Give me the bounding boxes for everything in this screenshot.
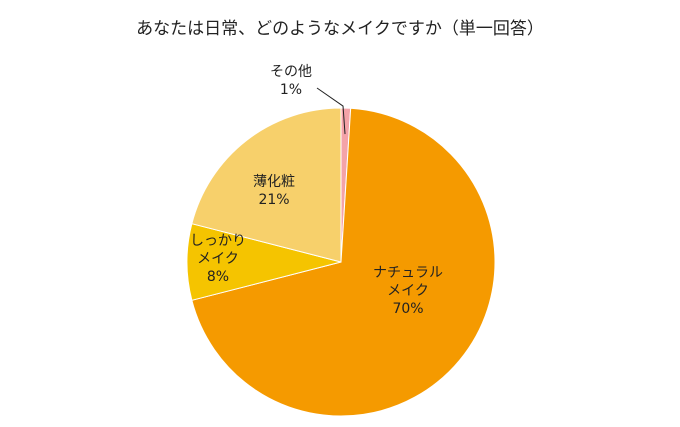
slice-label-2: ナチュラルメイク 70% xyxy=(373,265,443,317)
slice-label-4: 薄化粧 21% xyxy=(253,174,295,208)
leader-lines xyxy=(316,87,346,135)
slice-label-1: その他 1% xyxy=(270,64,312,98)
slice-labels: その他 1% ナチュラルメイク 70% しっかりメイク 8%薄化粧 21% xyxy=(190,64,443,317)
leader-line-1 xyxy=(316,87,346,135)
chart-title: あなたは日常、どのようなメイクですか（単一回答） xyxy=(136,19,544,39)
pie-slice-4 xyxy=(191,107,342,263)
pie-slice-2 xyxy=(191,107,496,417)
slice-label-3: しっかりメイク 8% xyxy=(190,233,246,285)
pie-slices xyxy=(186,107,496,417)
